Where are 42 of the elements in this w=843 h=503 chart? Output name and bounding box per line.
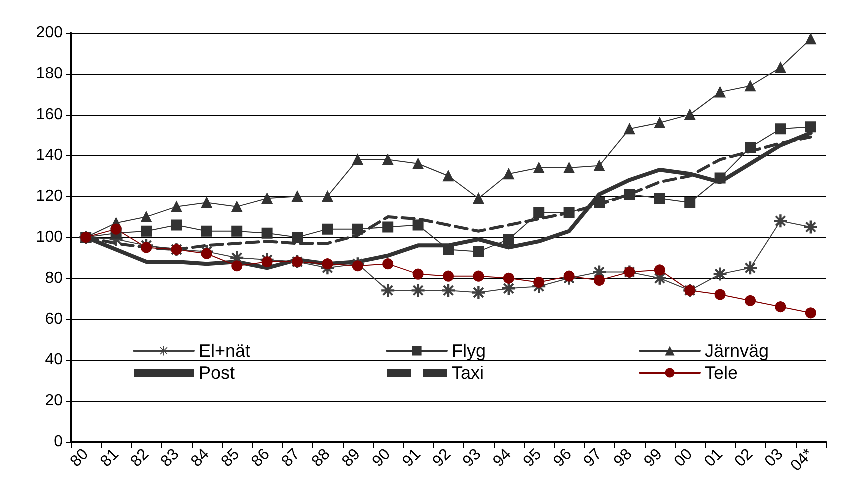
y-tick-label: 140 (36, 147, 64, 164)
y-tick-label: 60 (45, 310, 64, 328)
x-tick-label: 93 (460, 446, 485, 471)
x-tick-label: 91 (400, 446, 424, 471)
x-tick-label: 83 (158, 446, 183, 471)
x-tick-label: 81 (98, 446, 122, 471)
legend-label: Tele (705, 363, 738, 383)
x-tick-label: 86 (248, 446, 274, 471)
x-tick-label: 95 (520, 446, 546, 471)
x-tick-label: 87 (278, 446, 304, 471)
x-tick-label: 02 (732, 446, 757, 471)
y-tick-label: 200 (36, 24, 64, 42)
y-tick-label: 100 (36, 229, 64, 246)
legend-label: Post (199, 363, 236, 383)
x-tick-label: 94 (490, 446, 515, 471)
legend-label: Taxi (452, 363, 484, 383)
x-tick-label: 82 (128, 446, 153, 471)
x-tick-label: 84 (188, 446, 213, 471)
legend-label: Flyg (452, 341, 486, 361)
x-tick-label: 85 (218, 446, 244, 471)
x-tick-label: 80 (68, 446, 92, 471)
x-tick-label: 97 (580, 446, 606, 471)
y-tick-label: 80 (45, 270, 64, 287)
x-tick-label: 01 (702, 446, 726, 471)
y-tick-label: 20 (45, 392, 64, 410)
x-tick-label: 96 (550, 446, 576, 471)
x-tick-label: 89 (339, 446, 364, 471)
y-tick-label: 160 (36, 106, 64, 124)
x-tick-label: 88 (309, 446, 334, 471)
y-tick-label: 40 (45, 352, 64, 369)
legend-label: Järnväg (705, 341, 770, 361)
x-tick-label: 99 (641, 446, 666, 471)
y-tick-label: 180 (36, 65, 64, 82)
y-tick-label: 0 (54, 434, 64, 450)
x-tick-label: 92 (430, 446, 455, 471)
x-tick-label: 90 (370, 446, 394, 471)
x-tick-label: 03 (762, 446, 787, 471)
x-tick-label: 00 (672, 446, 696, 471)
x-tick-label: 04* (788, 446, 817, 475)
legend-label: El+nät (199, 341, 251, 361)
y-tick-label: 120 (36, 188, 64, 206)
x-tick-label: 98 (611, 446, 636, 471)
